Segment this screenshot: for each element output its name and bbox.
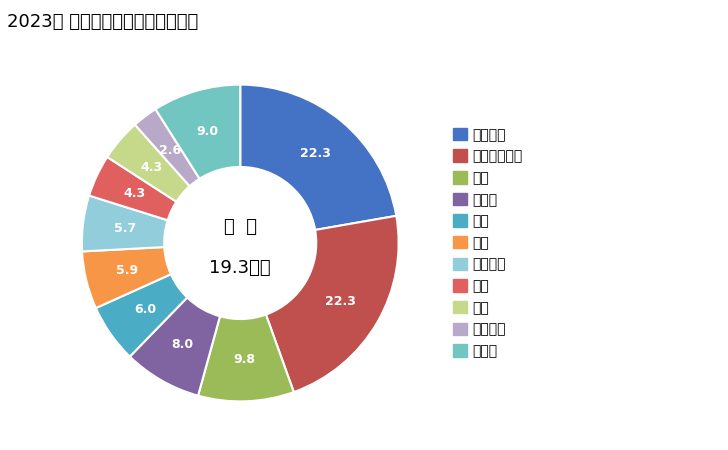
- Wedge shape: [82, 247, 171, 308]
- Text: 6.0: 6.0: [134, 303, 156, 316]
- Wedge shape: [240, 85, 396, 230]
- Text: 4.3: 4.3: [124, 187, 146, 200]
- Wedge shape: [156, 85, 240, 179]
- Wedge shape: [96, 274, 187, 356]
- Text: 9.0: 9.0: [197, 125, 219, 138]
- Text: 22.3: 22.3: [325, 295, 356, 308]
- Wedge shape: [89, 157, 176, 220]
- Text: 2023年 輸出相手国のシェア（％）: 2023年 輸出相手国のシェア（％）: [7, 14, 199, 32]
- Text: 19.3億円: 19.3億円: [210, 259, 271, 277]
- Wedge shape: [82, 196, 167, 252]
- Text: 9.8: 9.8: [234, 353, 256, 366]
- Text: 総  額: 総 額: [223, 218, 257, 236]
- Wedge shape: [130, 297, 220, 396]
- Text: 4.3: 4.3: [141, 161, 163, 174]
- Text: 5.7: 5.7: [114, 222, 136, 235]
- Legend: モロッコ, シンガポール, タイ, ドイツ, 米国, 中国, ベトナム, 英国, 韓国, イタリア, その他: モロッコ, シンガポール, タイ, ドイツ, 米国, 中国, ベトナム, 英国,…: [453, 128, 523, 358]
- Wedge shape: [198, 315, 294, 401]
- Wedge shape: [266, 216, 399, 392]
- Text: 22.3: 22.3: [300, 148, 331, 160]
- Text: 5.9: 5.9: [116, 264, 138, 277]
- Text: 8.0: 8.0: [171, 338, 194, 351]
- Wedge shape: [107, 125, 190, 202]
- Text: 2.6: 2.6: [159, 144, 181, 157]
- Wedge shape: [135, 109, 199, 186]
